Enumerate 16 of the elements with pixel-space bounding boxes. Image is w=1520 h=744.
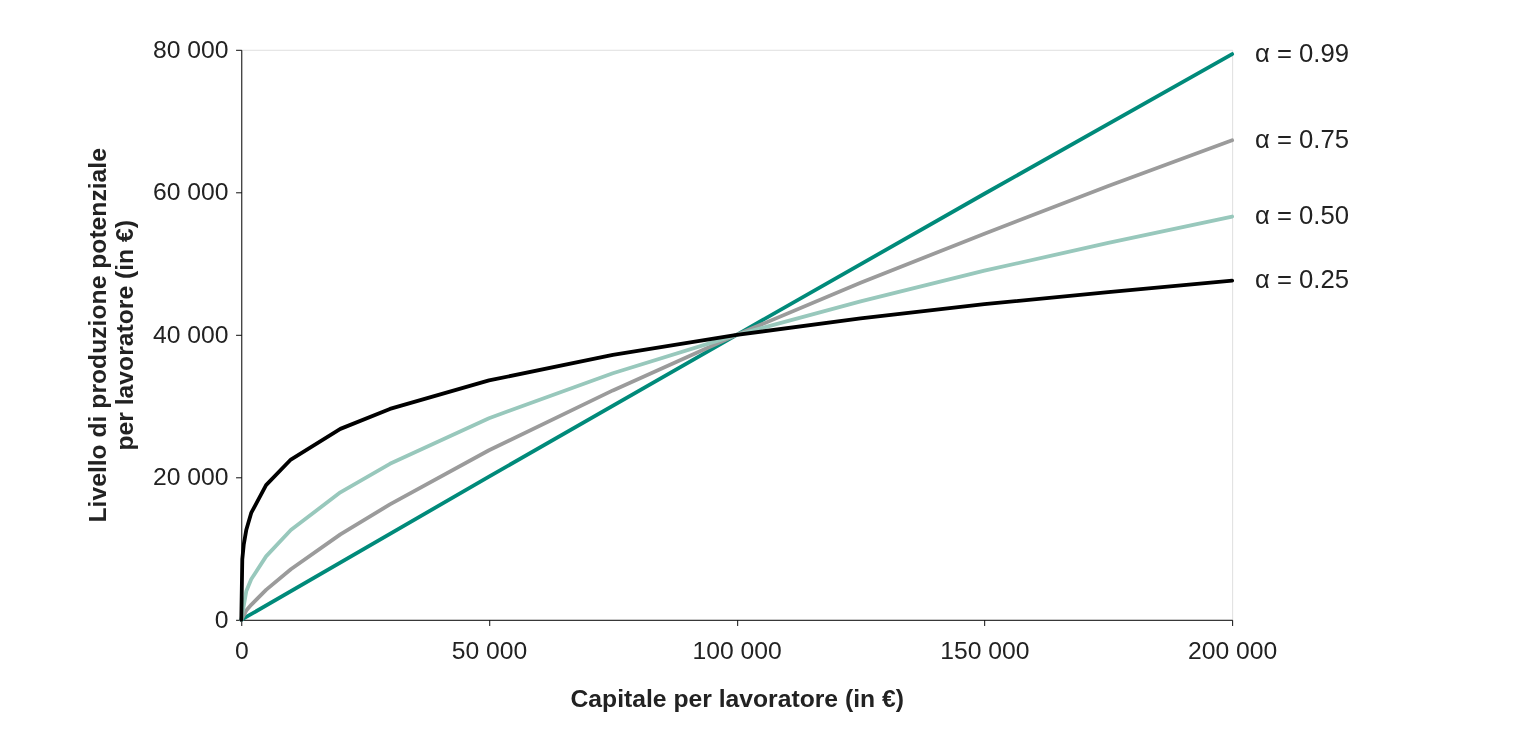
series-label: α = 0.50	[1254, 201, 1349, 230]
series-label: α = 0.99	[1254, 38, 1349, 67]
x-tick-label: 0	[234, 637, 249, 665]
y-tick-label: 60 000	[152, 178, 229, 206]
y-tick-label: 40 000	[152, 320, 229, 348]
x-tick-label: 200 000	[1188, 637, 1278, 665]
x-axis-title: Capitale per lavoratore (in €)	[570, 684, 904, 712]
x-tick-label: 100 000	[692, 637, 782, 665]
x-tick-label: 150 000	[940, 637, 1030, 665]
y-tick-label: 20 000	[152, 463, 229, 491]
y-tick-label: 0	[214, 605, 229, 633]
y-tick-label: 80 000	[152, 35, 229, 63]
x-tick-label: 50 000	[451, 637, 528, 665]
y-axis-title: Livello di produzione potenziale per lavoratore (in €)	[84, 148, 138, 523]
series-label: α = 0.75	[1254, 124, 1349, 153]
series-label: α = 0.25	[1254, 265, 1349, 294]
